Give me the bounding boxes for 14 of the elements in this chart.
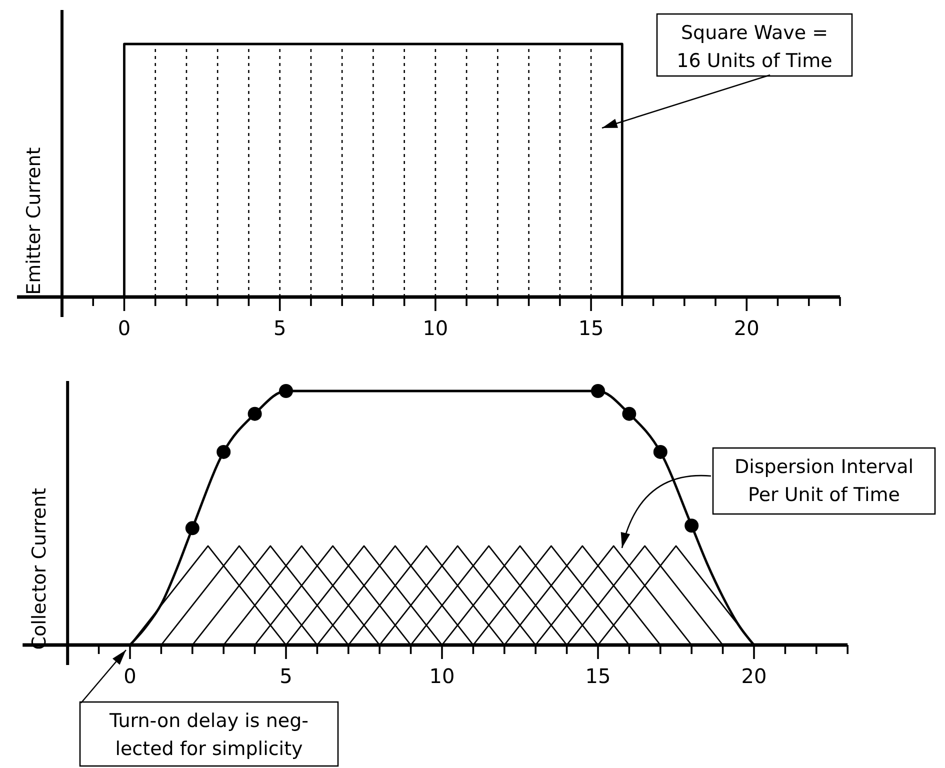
x-tick-label: 5: [273, 316, 286, 340]
x-tick-label: 0: [124, 664, 136, 688]
x-tick-label: 15: [578, 316, 604, 340]
x-tick-label: 10: [429, 664, 455, 688]
annotation: Square Wave = 16 Units of Time: [676, 22, 832, 72]
annotation: Dispersion Interval Per Unit of Time: [734, 456, 914, 506]
x-tick-label: 5: [280, 664, 292, 688]
x-tick-label: 20: [741, 664, 767, 688]
text: Turn-on delay is neg- lected for simplicity: [108, 710, 309, 760]
x-tick-label: 10: [422, 316, 448, 340]
y-axis-title: Emitter Current: [23, 147, 45, 295]
x-tick-label: 20: [734, 316, 760, 340]
x-tick-label: 15: [585, 664, 611, 688]
x-tick-label: 0: [118, 316, 131, 340]
